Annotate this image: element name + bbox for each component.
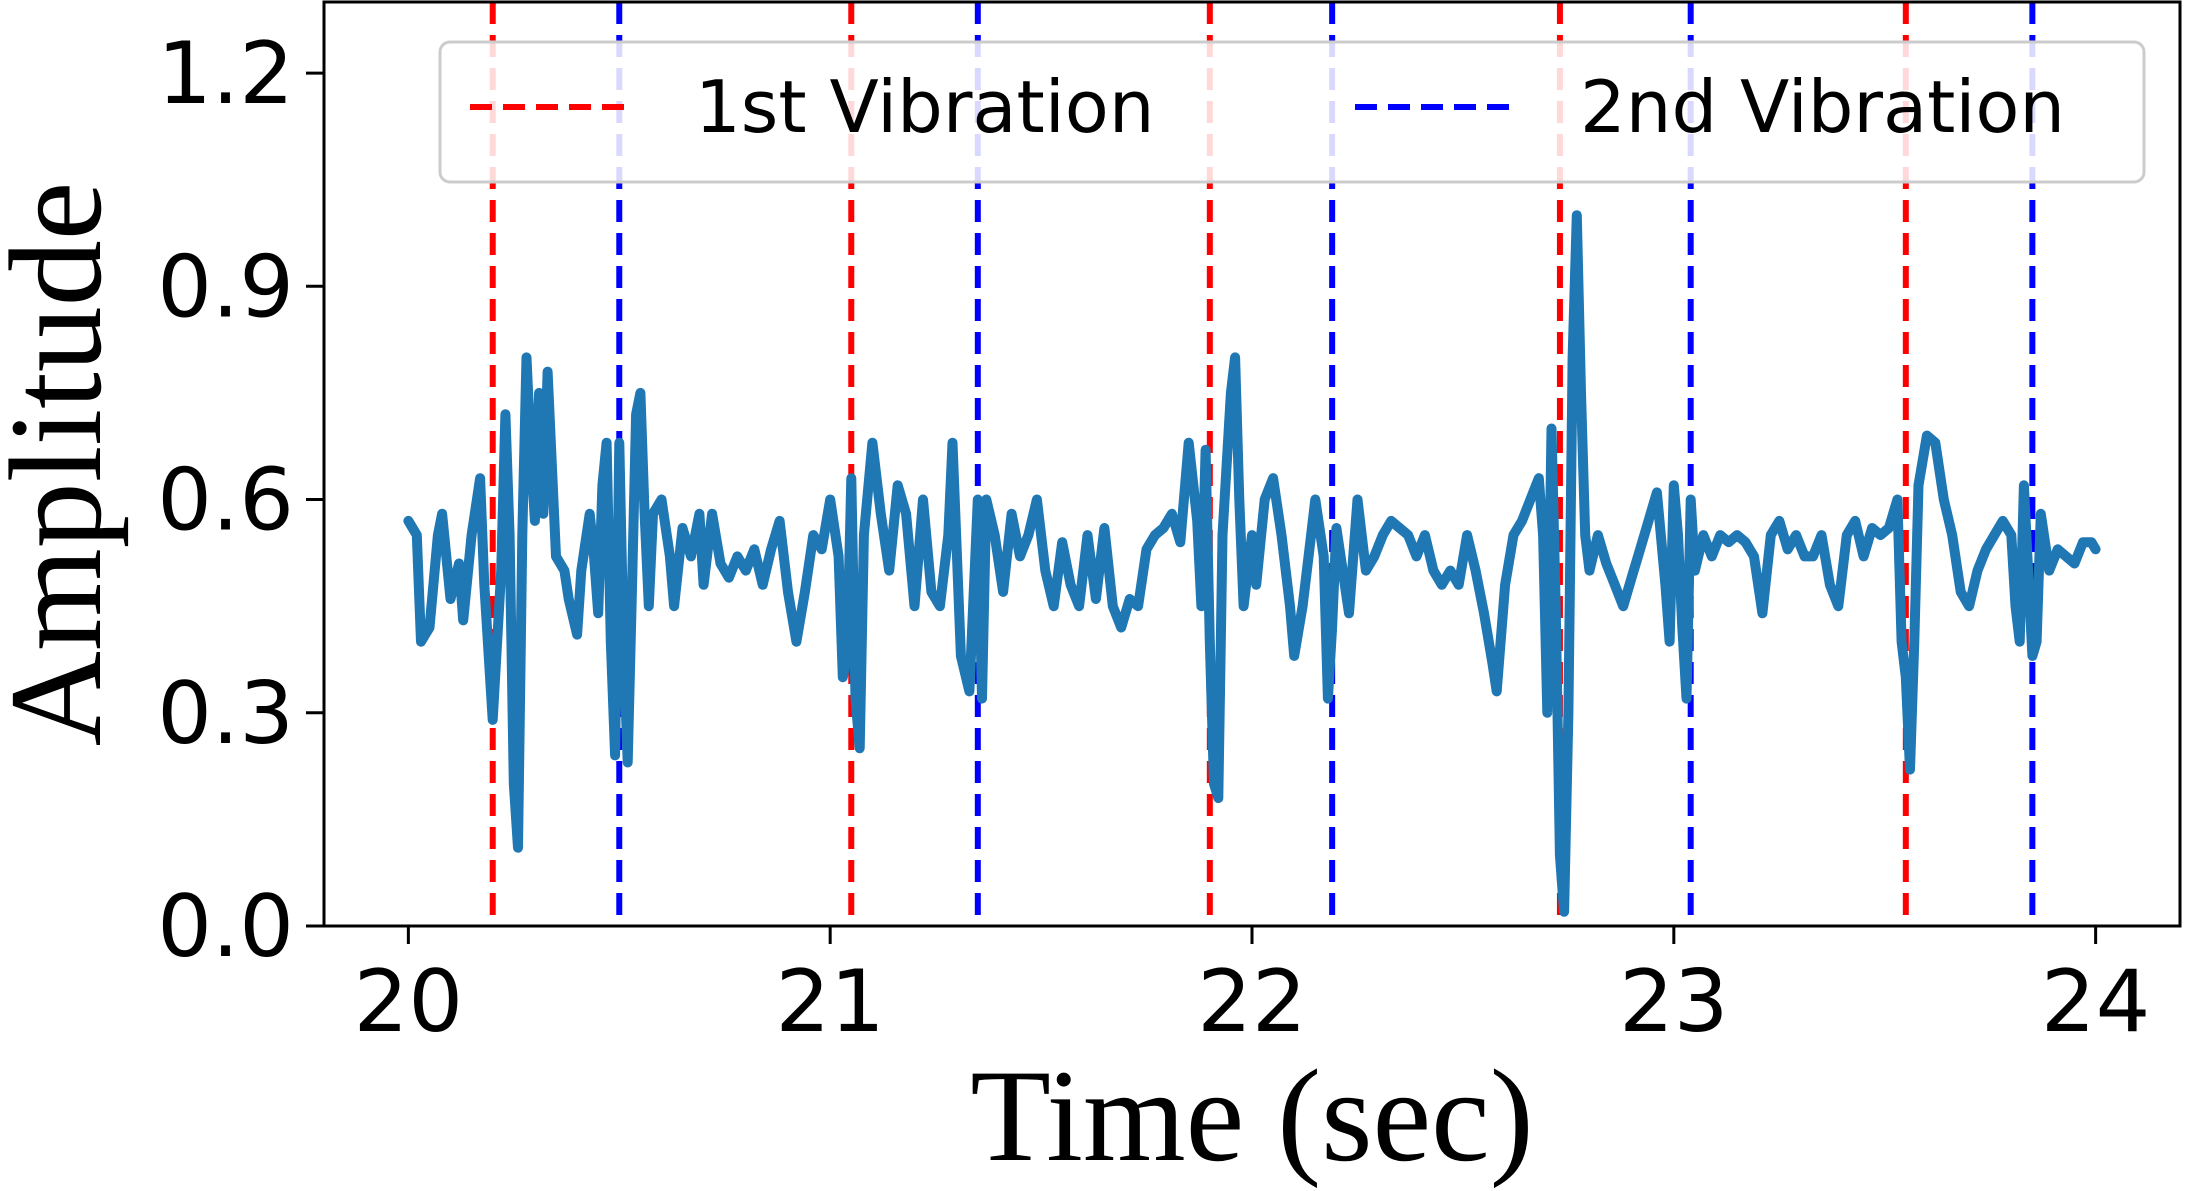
series-line-0 [403,210,2101,917]
y-tick-label-1: 0.3 [157,664,294,764]
legend-label-second-vibration: 2nd Vibration [1580,65,2065,149]
series-layer [403,210,2101,917]
legend-label-first-vibration: 1st Vibration [695,65,1154,149]
x-tick-label-1: 21 [775,952,884,1052]
y-axis-title: Amplitude [0,182,129,747]
x-tick-label-4: 24 [2041,952,2150,1052]
x-axis: 20 21 22 23 24 [354,926,2150,1052]
y-tick-label-0: 0.0 [157,877,294,977]
y-tick-label-3: 0.9 [157,237,294,337]
x-tick-label-0: 20 [354,952,463,1052]
legend: 1st Vibration 2nd Vibration [438,40,2146,184]
x-tick-label-2: 22 [1197,952,1306,1052]
x-tick-label-3: 23 [1619,952,1728,1052]
y-axis: 0.0 0.3 0.6 0.9 1.2 [157,24,324,977]
y-tick-label-4: 1.2 [157,24,294,124]
x-axis-title: Time (sec) [970,1042,1533,1189]
y-tick-label-2: 0.6 [157,451,294,551]
legend-box [438,40,2146,184]
